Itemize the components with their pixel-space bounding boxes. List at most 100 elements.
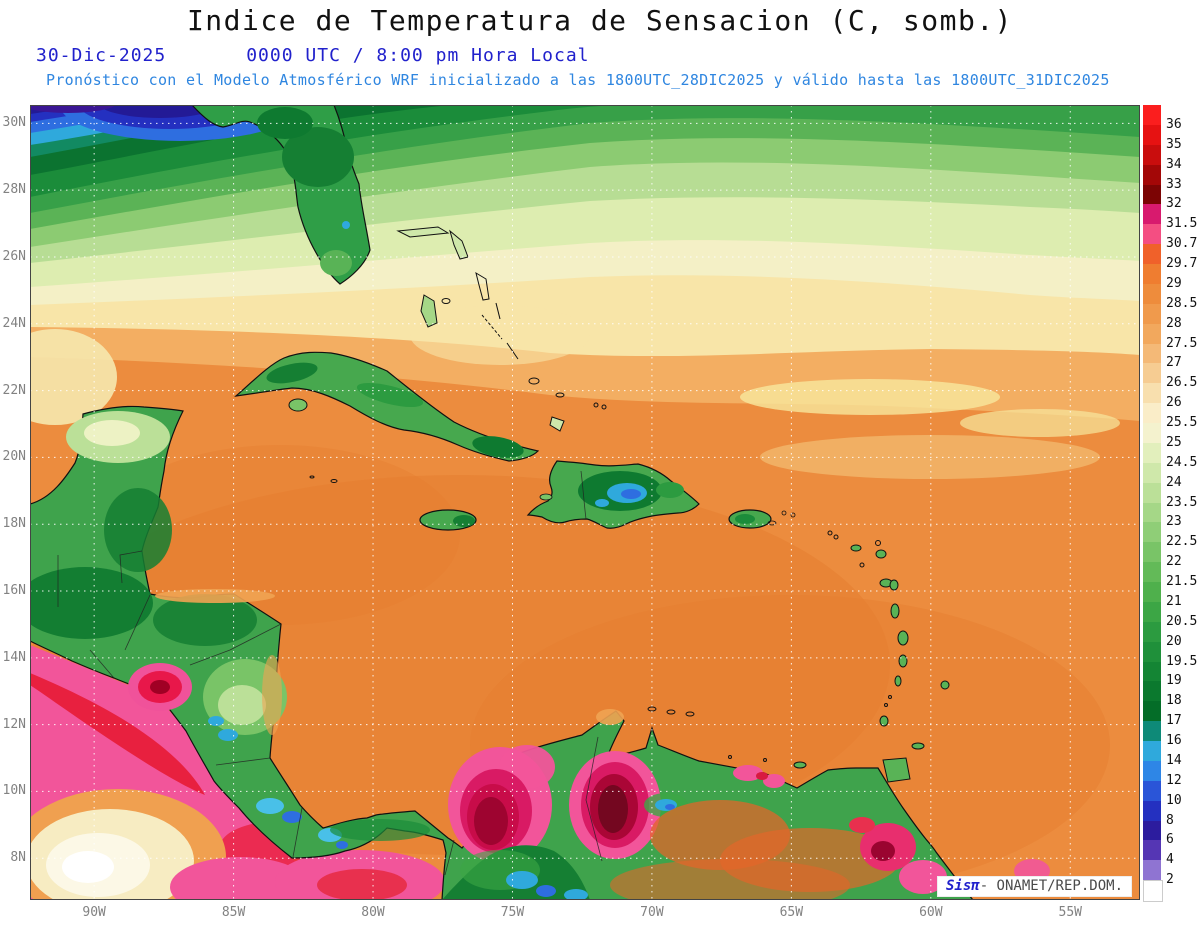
colorbar-segment (1143, 621, 1161, 642)
country-borders (57, 470, 603, 876)
lon-tick-label: 80W (361, 905, 385, 920)
lat-tick-label: 30N (2, 115, 26, 131)
colorbar-segment (1143, 303, 1161, 324)
forecast-time: 0000 UTC / 8:00 pm Hora Local (246, 45, 590, 66)
colorbar-label: 29 (1166, 275, 1182, 291)
colorbar-label: 26 (1166, 395, 1182, 411)
colorbar-segment (1143, 462, 1161, 483)
colorbar-segment (1143, 681, 1161, 702)
colorbar-label: 19.5 (1166, 653, 1198, 669)
bahamas-islands (309, 226, 607, 483)
colorbar-segment (1143, 860, 1161, 881)
colorbar-label: 24 (1166, 474, 1182, 490)
lat-tick-label: 16N (2, 583, 26, 598)
header: Indice de Temperatura de Sensacion (C, s… (0, 0, 1200, 89)
lat-tick-label: 24N (2, 315, 26, 331)
colorbar-label: 8 (1166, 812, 1174, 828)
colorbar-segment (1143, 184, 1161, 205)
colorbar-segment (1143, 144, 1161, 165)
colorbar-label: 2 (1166, 872, 1174, 888)
colorbar-segment (1143, 641, 1161, 662)
cuba-island (234, 351, 540, 462)
colorbar-label: 18 (1166, 693, 1182, 709)
colorbar-label: 34 (1166, 156, 1182, 172)
watermark-org: - ONAMET/REP.DOM. (979, 878, 1123, 894)
colorbar-segment (1143, 164, 1161, 185)
colorbar-segment (1143, 582, 1161, 602)
colorbar-segment (1143, 840, 1161, 861)
colorbar-segment (1143, 780, 1161, 801)
colorbar-segment (1143, 562, 1161, 582)
lat-tick-label: 12N (2, 716, 26, 732)
colorbar-label: 28.5 (1166, 295, 1198, 311)
colorbar-label: 12 (1166, 772, 1182, 788)
colorbar-segment (1143, 502, 1161, 523)
colorbar-segment (1143, 343, 1161, 364)
colorbar-segment (1143, 482, 1161, 503)
colorbar-segment (1143, 741, 1161, 761)
colorbar-segment (1143, 323, 1161, 344)
lat-tick-label: 14N (2, 649, 26, 665)
colorbar-label: 24.5 (1166, 454, 1198, 470)
colorbar-segment (1143, 760, 1161, 781)
colorbar-label: 27 (1166, 355, 1182, 371)
colorbar-segment (1143, 542, 1161, 563)
colorbar-segment (1143, 105, 1161, 125)
colorbar: 36 35 34 33 32 31.5 30.7 29.7 29 28.5 28 27.5 27 26.5… (1143, 105, 1199, 902)
lesser-antilles-islands (647, 530, 950, 783)
forecast-note: Pronóstico con el Modelo Atmosférico WRF… (46, 71, 1110, 89)
lat-tick-label: 18N (2, 516, 26, 532)
colorbar-segment (1143, 442, 1161, 463)
colorbar-label: 14 (1166, 752, 1182, 768)
colorbar-segment (1143, 283, 1161, 304)
lat-tick-label: 20N (2, 449, 26, 465)
colorbar-segment (1143, 224, 1161, 245)
colorbar-label: 22 (1166, 554, 1182, 570)
colorbar-segment (1143, 204, 1161, 225)
caribbean-heat-index-map (30, 105, 1140, 900)
colorbar-label: 10 (1166, 792, 1182, 808)
sispi-logo: Sisπ (945, 878, 980, 894)
colorbar-label: 20 (1166, 633, 1182, 649)
landmasses (30, 105, 1050, 900)
datetime-line: 30-Dic-2025 0000 UTC / 8:00 pm Hora Loca… (36, 45, 1200, 66)
colorbar-label: 23 (1166, 514, 1182, 530)
colorbar-label: 29.7 (1166, 256, 1198, 271)
colorbar-label: 27.5 (1166, 335, 1198, 351)
colorbar-label: 36 (1166, 116, 1182, 132)
colorbar-segment (1143, 423, 1161, 443)
colorbar-label: 21.5 (1166, 574, 1198, 589)
colorbar-label: 19 (1166, 673, 1182, 689)
colorbar-label: 20.5 (1166, 613, 1198, 629)
lat-tick-label: 26N (2, 248, 26, 264)
colorbar-segment (1143, 661, 1161, 682)
lon-tick-label: 65W (779, 905, 804, 920)
colorbar-segment (1143, 363, 1161, 384)
colorbar-label: 6 (1166, 832, 1174, 848)
colorbar-label: 25 (1166, 434, 1182, 450)
colorbar-segment (1143, 383, 1161, 404)
colorbar-label: 31.5 (1166, 216, 1198, 232)
colorbar-label: 4 (1166, 852, 1174, 868)
colorbar-label: 22.5 (1166, 534, 1198, 550)
colorbar-segment (1143, 124, 1161, 145)
watermark-badge: Sisπ- ONAMET/REP.DOM. (936, 876, 1132, 897)
map-border (30, 105, 1140, 900)
colorbar-segment (1143, 701, 1161, 722)
lat-tick-label: 22N (2, 382, 26, 398)
colorbar-segment (1143, 721, 1161, 741)
lon-tick-label: 60W (919, 905, 943, 920)
forecast-date: 30-Dic-2025 (36, 45, 167, 66)
lon-tick-label: 90W (82, 905, 106, 920)
lon-tick-label: 75W (500, 905, 525, 920)
colorbar-segment (1143, 264, 1161, 284)
colorbar-label: 32 (1166, 196, 1182, 212)
map-frame: Sisπ- ONAMET/REP.DOM. (30, 105, 1140, 900)
lat-tick-label: 28N (2, 182, 26, 198)
colorbar-label: 35 (1166, 136, 1182, 152)
colorbar-label: 17 (1166, 713, 1182, 729)
page-title: Indice de Temperatura de Sensacion (C, s… (186, 4, 1014, 37)
colorbar-segment (1143, 403, 1161, 423)
colorbar-segment (1143, 800, 1161, 821)
